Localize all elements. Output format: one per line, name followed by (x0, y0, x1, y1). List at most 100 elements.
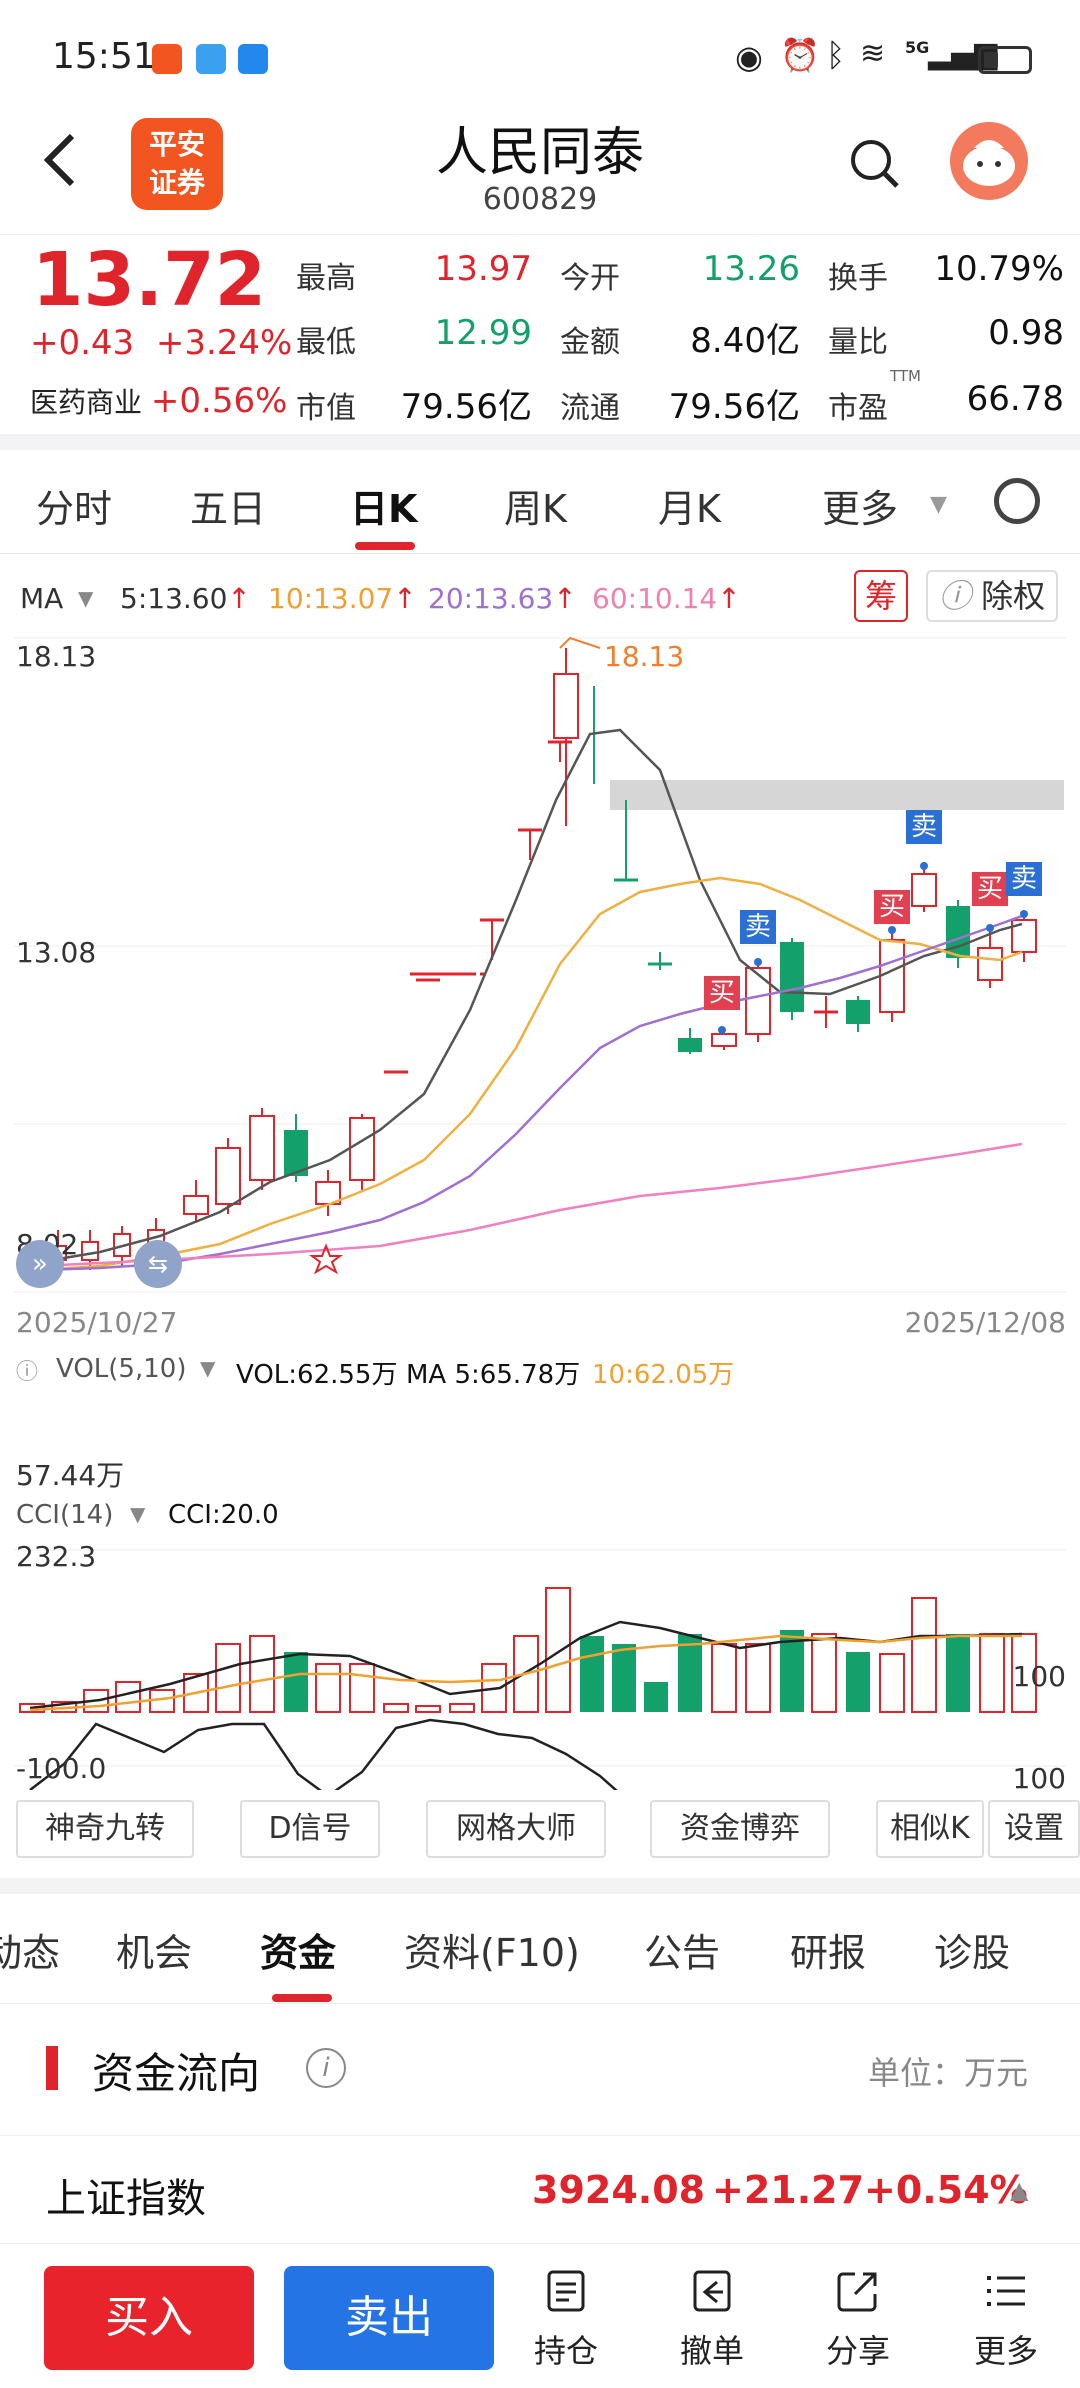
y-axis-mid: 13.08 (16, 936, 97, 969)
sell-marker-3: 卖 (1006, 862, 1042, 896)
more-dropdown-icon: ▼ (930, 492, 947, 517)
label-amount: 金额 (560, 325, 620, 360)
holdings-button[interactable]: 持仓 (516, 2268, 616, 2372)
tab-announcement[interactable]: 公告 (644, 1931, 721, 1975)
tab-daily-k[interactable]: 日K (350, 487, 418, 531)
index-ticker[interactable]: 上证指数 3924.08 +21.27 +0.54% ▲ (0, 2136, 1080, 2244)
value-float-cap: 79.56亿 (668, 387, 800, 427)
eye-icon: ◉ (735, 38, 763, 76)
ma5-value: 5:13.60↑ (120, 582, 251, 615)
section-marker (46, 2046, 58, 2090)
vol-info-icon[interactable]: ⓘ (16, 1360, 39, 1385)
value-open: 13.26 (702, 249, 800, 289)
label-market-cap: 市值 (296, 391, 356, 426)
share-button[interactable]: 分享 (808, 2268, 908, 2372)
tab-more[interactable]: 更多 (822, 487, 899, 531)
buy-button[interactable]: 买入 (44, 2266, 254, 2370)
value-turnover: 10.79% (934, 249, 1064, 289)
ma60-arrow: ↑ (717, 582, 741, 615)
pingan-app-icon (152, 44, 182, 74)
ma20-value: 20:13.63↑ (428, 582, 577, 615)
more-button[interactable]: 更多 (956, 2268, 1056, 2372)
price-change: +0.43 +3.24% (30, 323, 292, 363)
tab-five-day[interactable]: 五日 (190, 487, 267, 531)
ma-dropdown-icon[interactable]: ▼ (78, 586, 94, 610)
tab-news[interactable]: 动态 (0, 1931, 61, 1975)
value-volume-ratio: 0.98 (988, 313, 1064, 353)
candles (49, 648, 1037, 1270)
cci-indicator-button[interactable]: CCI(14) (16, 1500, 114, 1530)
buy-marker-2: 买 (874, 890, 910, 924)
tab-opportunity[interactable]: 机会 (116, 1931, 193, 1975)
tool-settings[interactable]: 设置 (988, 1800, 1080, 1858)
cancel-order-button[interactable]: 撤单 (662, 2268, 762, 2372)
tab-weekly-k[interactable]: 周K (504, 487, 567, 531)
stock-header: 人民同泰 600829 平安证券 (0, 110, 1080, 234)
grid-lines (14, 637, 1066, 1767)
peak-price-label: 18.13 (604, 640, 685, 673)
stock-code: 600829 (482, 182, 598, 217)
date-end: 2025/12/08 (904, 1306, 1066, 1339)
search-button[interactable] (847, 136, 901, 190)
alarm-icon: ⏰ (780, 36, 820, 74)
tool-d-signal[interactable]: D信号 (240, 1800, 380, 1858)
ma10-arrow: ↑ (393, 582, 417, 615)
holdings-label: 持仓 (533, 2332, 598, 2370)
tools-row: 神奇九转 D信号 网格大师 资金博弈 相似K 设置 (0, 1800, 1080, 1860)
tab-diagnosis[interactable]: 诊股 (934, 1931, 1011, 1975)
ma-legend: MA ▼ 5:13.60↑ 10:13.07↑ 20:13.63↑ 60:10.… (0, 570, 1080, 630)
brand-logo[interactable]: 平安证券 (131, 118, 223, 210)
tab-capital[interactable]: 资金 (260, 1931, 337, 1975)
tab-intraday[interactable]: 分时 (36, 487, 113, 531)
ma20-text: 20:13.63 (428, 582, 554, 615)
chip-distribution-button[interactable]: 筹 (854, 570, 908, 622)
tab-active-indicator (355, 542, 415, 550)
ma10-line (39, 876, 1023, 1272)
gear-icon[interactable] (994, 478, 1040, 524)
quote-panel: 13.72 +0.43 +3.24% 医药商业 +0.56% 最高 13.97 … (0, 234, 1080, 434)
ma60-value: 60:10.14↑ (592, 582, 741, 615)
vol-indicator-button[interactable]: VOL(5,10) (56, 1354, 187, 1384)
tab-monthly-k[interactable]: 月K (658, 487, 721, 531)
vol-dropdown-icon[interactable]: ▼ (200, 1356, 216, 1380)
ma-label[interactable]: MA (20, 582, 64, 615)
kline-chart[interactable]: 18.13 13.08 8.02 18.13 2025/10/27 2025/1… (0, 630, 1080, 1795)
sell-button[interactable]: 卖出 (284, 2266, 494, 2370)
sector-change[interactable]: 医药商业 +0.56% (30, 381, 287, 421)
tool-magic-nine[interactable]: 神奇九转 (16, 1800, 194, 1858)
buy-point-1 (718, 1026, 726, 1034)
vol-ma10-line (29, 1634, 1022, 1712)
expand-left-icon[interactable]: » (16, 1240, 64, 1288)
cancel-order-icon (693, 2270, 731, 2312)
sell-point-1 (754, 958, 762, 966)
back-button[interactable] (40, 130, 80, 200)
assistant-avatar[interactable] (950, 122, 1028, 200)
buy-point-3 (986, 924, 994, 932)
more-icon (987, 2276, 1025, 2306)
cci-dropdown-icon[interactable]: ▼ (130, 1502, 146, 1526)
tab-f10[interactable]: 资料(F10) (404, 1931, 580, 1975)
tool-capital-game[interactable]: 资金博弈 (650, 1800, 830, 1858)
ex-rights-button[interactable]: ⓘ 除权 (926, 570, 1058, 622)
wifi-icon: ≋ (860, 36, 886, 71)
label-float-cap: 流通 (560, 391, 620, 426)
y-axis-high: 18.13 (16, 640, 97, 673)
status-time: 15:51 (52, 36, 156, 77)
index-value: 3924.08 (532, 2168, 706, 2212)
bluetooth-icon: ᛒ (826, 36, 846, 74)
tool-similar-k[interactable]: 相似K (876, 1800, 984, 1858)
info-tabs: 动态 机会 资金 资料(F10) 公告 研报 诊股 (0, 1900, 1080, 2004)
tab-research[interactable]: 研报 (790, 1931, 867, 1975)
section-gap (0, 434, 1080, 450)
ma5-text: 5:13.60 (120, 582, 228, 615)
label-pe-ttm: TTM (890, 367, 922, 385)
expand-up-icon[interactable]: ▲ (1010, 2176, 1029, 2204)
volume-bars (19, 1587, 1037, 1713)
info-icon[interactable]: i (306, 2048, 346, 2088)
overlay-toggle-icon[interactable]: ⇆ (134, 1240, 182, 1288)
value-low: 12.99 (434, 313, 532, 353)
stock-name: 人民同泰 (435, 123, 644, 183)
current-price: 13.72 (32, 237, 267, 323)
value-amount: 8.40亿 (690, 321, 800, 361)
tool-grid-master[interactable]: 网格大师 (426, 1800, 606, 1858)
